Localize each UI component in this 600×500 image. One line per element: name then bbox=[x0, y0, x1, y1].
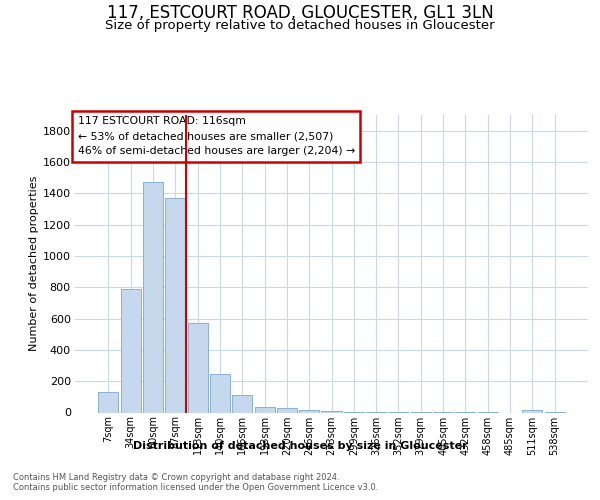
Bar bbox=[299, 410, 319, 412]
Y-axis label: Number of detached properties: Number of detached properties bbox=[29, 176, 38, 352]
Text: Contains HM Land Registry data © Crown copyright and database right 2024.: Contains HM Land Registry data © Crown c… bbox=[13, 472, 340, 482]
Bar bbox=[322, 411, 341, 412]
Text: Contains public sector information licensed under the Open Government Licence v3: Contains public sector information licen… bbox=[13, 484, 379, 492]
Bar bbox=[121, 289, 141, 412]
Bar bbox=[98, 392, 118, 412]
Text: Size of property relative to detached houses in Gloucester: Size of property relative to detached ho… bbox=[105, 18, 495, 32]
Text: 117 ESTCOURT ROAD: 116sqm
← 53% of detached houses are smaller (2,507)
46% of se: 117 ESTCOURT ROAD: 116sqm ← 53% of detac… bbox=[77, 116, 355, 156]
Bar bbox=[522, 410, 542, 412]
Bar bbox=[188, 324, 208, 412]
Text: Distribution of detached houses by size in Gloucester: Distribution of detached houses by size … bbox=[133, 441, 467, 451]
Bar bbox=[143, 182, 163, 412]
Bar bbox=[232, 396, 252, 412]
Bar bbox=[277, 408, 297, 412]
Bar bbox=[165, 198, 185, 412]
Bar bbox=[210, 374, 230, 412]
Text: 117, ESTCOURT ROAD, GLOUCESTER, GL1 3LN: 117, ESTCOURT ROAD, GLOUCESTER, GL1 3LN bbox=[107, 4, 493, 22]
Bar bbox=[254, 407, 275, 412]
